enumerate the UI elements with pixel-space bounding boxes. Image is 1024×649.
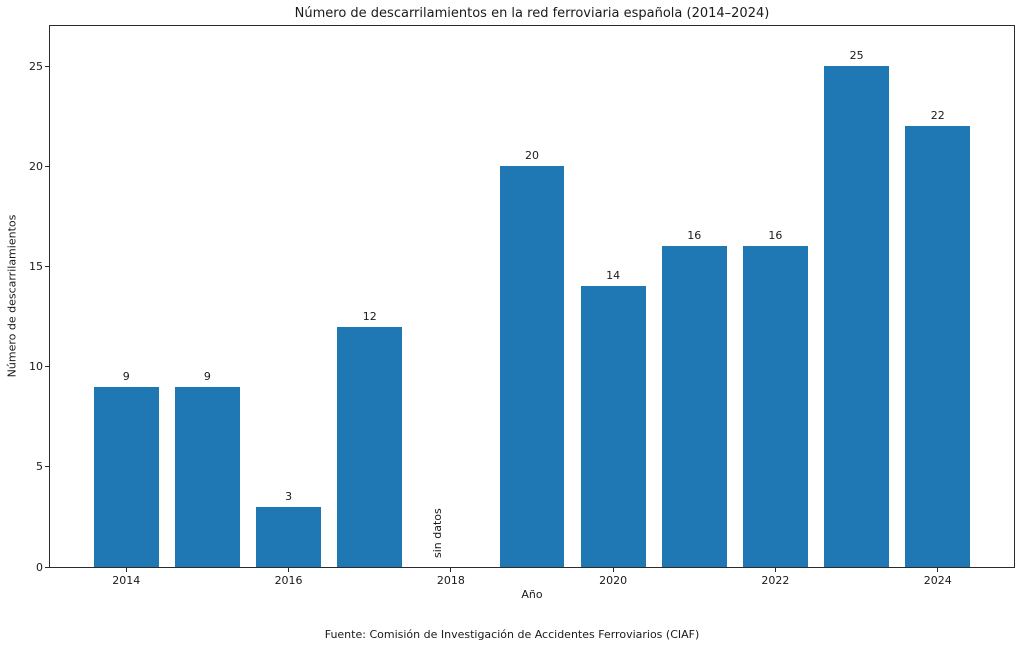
x-tick-label: 2022	[761, 574, 790, 587]
y-tick-mark	[45, 566, 49, 568]
y-tick-label: 0	[36, 560, 43, 574]
bar-value-label: 9	[122, 369, 130, 383]
y-tick-mark	[45, 165, 49, 167]
y-tick-label: 5	[36, 460, 43, 474]
x-tick-label: 2018	[436, 574, 465, 587]
x-tick-mark	[774, 568, 776, 572]
x-tick-label: 2016	[274, 574, 303, 587]
x-tick-mark	[937, 568, 939, 572]
bar	[499, 166, 565, 567]
x-tick-label: 2020	[599, 574, 628, 587]
bar-value-label: 9	[203, 369, 211, 383]
bar-value-label: 12	[362, 309, 377, 323]
bar	[337, 326, 403, 567]
bar-value-label: 22	[930, 109, 945, 123]
y-tick-mark	[45, 65, 49, 67]
bar-value-label: 20	[525, 149, 539, 163]
bar	[742, 246, 808, 567]
x-tick-mark	[125, 568, 127, 572]
y-tick-label: 15	[29, 259, 43, 273]
bar	[824, 66, 890, 567]
bar	[174, 386, 240, 567]
bar-value-label: 16	[768, 229, 783, 243]
plot-area: 9 9 3 12 sin datos 20 14 16 16 25 22	[49, 25, 1015, 568]
bar	[661, 246, 727, 567]
y-tick-label: 25	[29, 59, 43, 73]
bar	[905, 126, 971, 567]
source-note: Fuente: Comisión de Investigación de Acc…	[324, 628, 700, 641]
y-tick-mark	[45, 466, 49, 468]
bar	[256, 506, 321, 567]
x-tick-mark	[612, 568, 614, 572]
bar	[93, 386, 159, 567]
bar-value-label: 16	[687, 229, 702, 243]
y-tick-label: 20	[29, 159, 43, 173]
y-tick-label: 10	[29, 360, 43, 374]
no-data-annotation: sin datos	[431, 508, 445, 558]
bar-value-label: 3	[285, 489, 293, 503]
bar-value-label: 14	[606, 269, 621, 283]
x-axis-label: Año	[521, 588, 543, 601]
bar-value-label: 25	[849, 49, 864, 63]
y-tick-mark	[45, 366, 49, 368]
x-tick-mark	[450, 568, 452, 572]
chart-title: Número de descarrilamientos en la red fe…	[294, 6, 770, 21]
x-tick-mark	[288, 568, 290, 572]
y-tick-mark	[45, 265, 49, 267]
bar	[580, 286, 646, 567]
x-tick-label: 2014	[112, 574, 141, 587]
x-tick-label: 2024	[923, 574, 952, 587]
y-axis-label: Número de descarrilamientos	[5, 214, 19, 378]
